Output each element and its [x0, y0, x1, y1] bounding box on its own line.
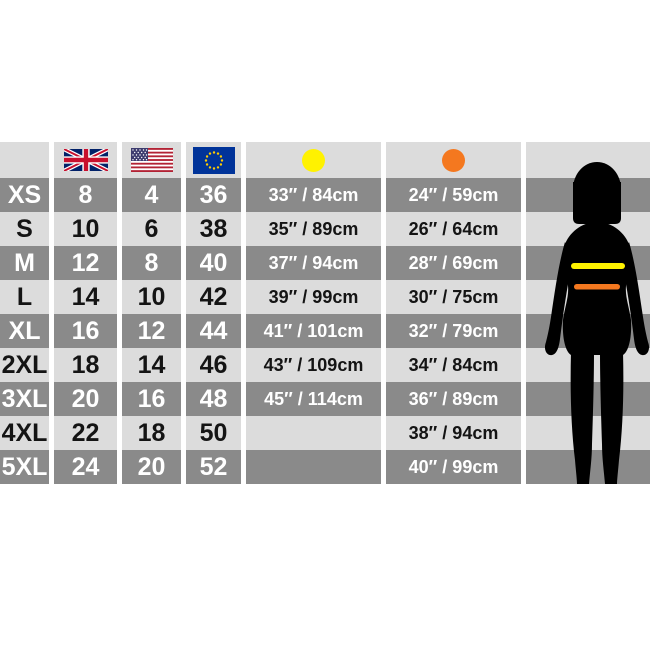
figure-bg-cell: [526, 314, 650, 348]
yellow-dot-cell: [246, 142, 381, 178]
eu-size-cell: 38: [186, 212, 241, 246]
orange-measure-cell: 36″ / 89cm: [386, 382, 521, 416]
orange-measure-cell: 38″ / 94cm: [386, 416, 521, 450]
size-label-cell: XS: [0, 178, 49, 212]
yellow-measure-cell: [246, 416, 381, 450]
uk-size-cell: 10: [54, 212, 117, 246]
yellow-measure-cell: 33″ / 84cm: [246, 178, 381, 212]
yellow-measure-cell: 39″ / 99cm: [246, 280, 381, 314]
figure-bg-cell: [526, 212, 650, 246]
size-header-cell: [0, 142, 49, 178]
us-size-cell: 6: [122, 212, 181, 246]
size-label-cell: XL: [0, 314, 49, 348]
uk-size-cell: 12: [54, 246, 117, 280]
eu-size-cell: 48: [186, 382, 241, 416]
orange-dot-cell: [386, 142, 521, 178]
uk-size-cell: 24: [54, 450, 117, 484]
figure-bg-cell: [526, 450, 650, 484]
eu-flag-cell: [186, 142, 241, 178]
orange-measure-cell: 40″ / 99cm: [386, 450, 521, 484]
orange-dot-icon: [442, 148, 465, 172]
size-label-cell: 4XL: [0, 416, 49, 450]
yellow-measure-cell: 35″ / 89cm: [246, 212, 381, 246]
uk-size-cell: 22: [54, 416, 117, 450]
figure-bg-cell: [526, 280, 650, 314]
us-flag-icon: [130, 148, 173, 172]
us-size-cell: 14: [122, 348, 181, 382]
eu-flag-icon: [192, 146, 235, 174]
us-size-cell: 10: [122, 280, 181, 314]
eu-size-cell: 44: [186, 314, 241, 348]
yellow-measure-cell: 43″ / 109cm: [246, 348, 381, 382]
us-size-cell: 20: [122, 450, 181, 484]
uk-size-cell: 8: [54, 178, 117, 212]
us-size-cell: 16: [122, 382, 181, 416]
yellow-dot-icon: [302, 148, 325, 172]
yellow-measure-cell: 45″ / 114cm: [246, 382, 381, 416]
orange-measure-cell: 26″ / 64cm: [386, 212, 521, 246]
figure-bg-cell: [526, 246, 650, 280]
uk-size-cell: 16: [54, 314, 117, 348]
size-label-cell: S: [0, 212, 49, 246]
size-label-cell: 2XL: [0, 348, 49, 382]
eu-size-cell: 36: [186, 178, 241, 212]
size-label-cell: 3XL: [0, 382, 49, 416]
yellow-measure-cell: [246, 450, 381, 484]
orange-measure-cell: 30″ / 75cm: [386, 280, 521, 314]
figure-header-cell: [526, 142, 650, 178]
us-flag-cell: [122, 142, 181, 178]
us-size-cell: 18: [122, 416, 181, 450]
orange-measure-cell: 34″ / 84cm: [386, 348, 521, 382]
us-size-cell: 8: [122, 246, 181, 280]
us-size-cell: 12: [122, 314, 181, 348]
figure-bg-cell: [526, 178, 650, 212]
uk-flag-icon: [63, 149, 108, 171]
eu-size-cell: 42: [186, 280, 241, 314]
eu-size-cell: 46: [186, 348, 241, 382]
uk-flag-cell: [54, 142, 117, 178]
size-table-grid: XS 8 4 36 33″ / 84cm 24″ / 59cm S 10 6 3…: [0, 142, 650, 484]
figure-bg-cell: [526, 416, 650, 450]
uk-size-cell: 18: [54, 348, 117, 382]
yellow-measure-cell: 41″ / 101cm: [246, 314, 381, 348]
orange-measure-cell: 32″ / 79cm: [386, 314, 521, 348]
orange-measure-cell: 24″ / 59cm: [386, 178, 521, 212]
eu-size-cell: 52: [186, 450, 241, 484]
uk-size-cell: 20: [54, 382, 117, 416]
size-label-cell: M: [0, 246, 49, 280]
us-size-cell: 4: [122, 178, 181, 212]
orange-measure-cell: 28″ / 69cm: [386, 246, 521, 280]
yellow-measure-cell: 37″ / 94cm: [246, 246, 381, 280]
eu-size-cell: 40: [186, 246, 241, 280]
uk-size-cell: 14: [54, 280, 117, 314]
figure-bg-cell: [526, 382, 650, 416]
eu-size-cell: 50: [186, 416, 241, 450]
figure-bg-cell: [526, 348, 650, 382]
size-label-cell: L: [0, 280, 49, 314]
size-label-cell: 5XL: [0, 450, 49, 484]
